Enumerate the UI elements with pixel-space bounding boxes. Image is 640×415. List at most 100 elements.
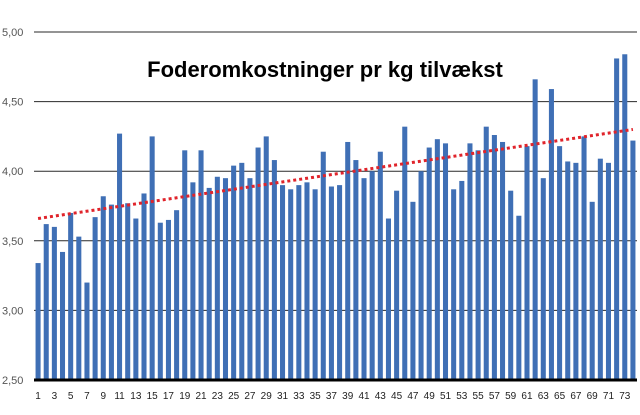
x-tick-label: 61: [521, 391, 533, 402]
x-tick-label: 33: [293, 391, 305, 402]
bar: [304, 182, 310, 380]
bar: [337, 185, 343, 380]
bar: [524, 146, 530, 380]
x-tick-label: 21: [195, 391, 207, 402]
bar: [222, 178, 229, 380]
bar: [320, 151, 326, 380]
x-tick-label: 15: [147, 391, 159, 402]
bar: [247, 178, 253, 380]
x-tick-label: 67: [570, 391, 582, 402]
x-tick-label: 13: [130, 391, 142, 402]
x-tick-label: 35: [310, 391, 322, 402]
bar: [345, 141, 351, 380]
x-tick-label: 65: [554, 391, 566, 402]
y-tick-label: 2,50: [2, 375, 23, 387]
bar: [418, 171, 424, 380]
bar: [516, 215, 522, 380]
bar: [353, 160, 359, 380]
bar: [459, 180, 465, 380]
bar: [190, 182, 196, 380]
bar: [565, 161, 571, 380]
bar: [377, 151, 383, 380]
x-tick-label: 47: [407, 391, 419, 402]
bar: [198, 150, 204, 380]
bar: [589, 201, 595, 380]
x-tick-label: 27: [244, 391, 256, 402]
x-tick-label: 63: [538, 391, 550, 402]
bar: [288, 189, 294, 380]
bar: [280, 185, 286, 380]
x-tick-label: 17: [163, 391, 175, 402]
bar: [630, 140, 636, 380]
bar: [500, 141, 506, 380]
x-tick-label: 29: [261, 391, 273, 402]
bar: [581, 136, 587, 380]
y-tick-label: 3,00: [2, 305, 23, 317]
bar: [263, 136, 269, 380]
bar: [231, 165, 237, 380]
bar: [442, 143, 449, 380]
bar: [165, 219, 171, 380]
y-tick-label: 4,00: [2, 166, 23, 178]
bar: [59, 251, 66, 380]
bar: [573, 162, 579, 380]
bar: [100, 196, 106, 380]
x-tick-label: 23: [212, 391, 224, 402]
x-tick-label: 7: [84, 391, 90, 402]
x-tick-label: 5: [68, 391, 74, 402]
bar: [622, 54, 628, 381]
chart-title: Foderomkostninger pr kg tilvækst: [147, 57, 503, 82]
bar: [614, 58, 620, 380]
bar: [475, 150, 481, 380]
x-tick-label: 41: [358, 391, 370, 402]
x-tick-label: 19: [179, 391, 191, 402]
bars: [35, 54, 636, 381]
x-tick-label: 25: [228, 391, 240, 402]
x-tick-label: 31: [277, 391, 289, 402]
bar: [312, 189, 318, 380]
x-tick-label: 59: [505, 391, 517, 402]
bar: [149, 136, 155, 380]
bar: [410, 201, 416, 380]
bar: [133, 218, 139, 380]
bar: [451, 189, 457, 380]
bar: [557, 146, 563, 380]
bar: [426, 147, 432, 380]
x-tick-label: 43: [375, 391, 387, 402]
bar: [385, 218, 391, 380]
x-tick-label: 37: [326, 391, 338, 402]
x-tick-label: 1: [35, 391, 41, 402]
trendline: [37, 127, 634, 221]
x-tick-label: 9: [100, 391, 106, 402]
bar: [214, 176, 220, 380]
x-tick-label: 39: [342, 391, 354, 402]
bar: [92, 217, 98, 380]
bar: [328, 186, 334, 380]
bar: [182, 150, 188, 380]
x-tick-label: 53: [456, 391, 468, 402]
bar: [76, 236, 82, 380]
bar: [491, 135, 497, 380]
bar: [157, 222, 163, 380]
x-tick-label: 11: [114, 391, 125, 402]
bar: [174, 210, 180, 380]
bar: [141, 193, 147, 380]
bar: [43, 224, 49, 380]
x-tick-label: 45: [391, 391, 403, 402]
bar: [402, 126, 408, 380]
bar: [467, 143, 473, 380]
y-tick-label: 5,00: [2, 27, 23, 39]
bar: [35, 263, 41, 380]
bar: [605, 162, 611, 380]
axes: 2,503,003,504,004,505,001 3 5 7 9 11 13 15 17 19 2…: [2, 27, 637, 402]
x-tick-label: 55: [473, 391, 485, 402]
bar: [540, 178, 546, 380]
bar: [361, 178, 367, 380]
bar: [68, 212, 74, 380]
bar: [434, 139, 440, 380]
x-tick-label: 73: [619, 391, 631, 402]
bar: [369, 171, 375, 380]
bar: [84, 282, 90, 380]
